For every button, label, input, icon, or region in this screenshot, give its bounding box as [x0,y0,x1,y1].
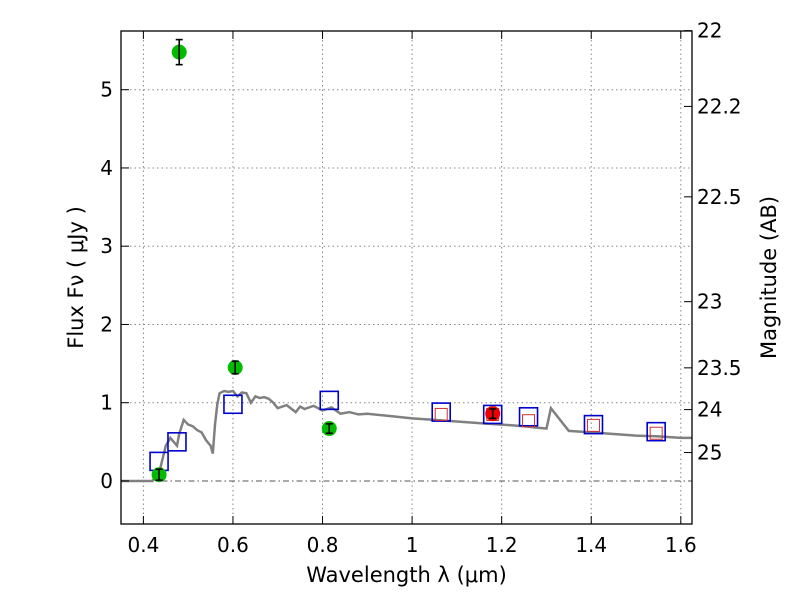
y2-tick-label: 22.2 [697,94,742,118]
data-marks [149,38,666,483]
model-square [646,421,666,442]
axis-ticks [121,30,692,524]
grid-lines [121,31,692,524]
small-square [649,426,663,440]
small-square [522,414,536,428]
x-axis-label: Wavelength λ (μm) [306,563,507,587]
x-tick-label: 0.6 [217,533,249,557]
y2-tick-label: 22.5 [697,185,742,209]
plot-frame [120,30,693,525]
x-tick-label: 0.4 [127,533,159,557]
x-tick-label: 1.4 [575,533,607,557]
y-tick-label: 3 [100,234,113,258]
model-square [167,432,187,452]
y2-tick-label: 23.5 [697,356,742,380]
tick-labels: 0.4 0.6 0.8 1 1.2 1.4 1.60123452222.222.52323.… [100,19,741,557]
small-square [586,418,600,432]
model-square [518,406,539,427]
y-tick-label: 4 [100,156,113,180]
model-square [319,390,340,411]
x-tick-label: 1.2 [486,533,518,557]
y-tick-label: 1 [100,391,113,415]
model-square [583,414,604,435]
x-tick-label: 0.8 [307,533,339,557]
x-tick-label: 1.6 [665,533,697,557]
y-axis-label: Flux Fν ( μJy ) [64,206,88,349]
y2-tick-label: 23 [697,290,722,314]
model-square [482,404,503,425]
small-square [434,407,448,421]
model-sed-line [121,389,692,483]
y-tick-label: 5 [100,78,113,102]
y2-tick-label: 22 [697,19,722,43]
model-square [223,394,243,415]
y2-tick-label: 25 [697,441,722,465]
model-square [431,402,452,422]
x-tick-label: 1 [406,533,419,557]
y2-tick-label: 24 [697,398,722,422]
y2-axis-label: Magnitude (AB) [757,196,781,359]
y-tick-label: 2 [100,312,113,336]
y-tick-label: 0 [100,469,113,493]
